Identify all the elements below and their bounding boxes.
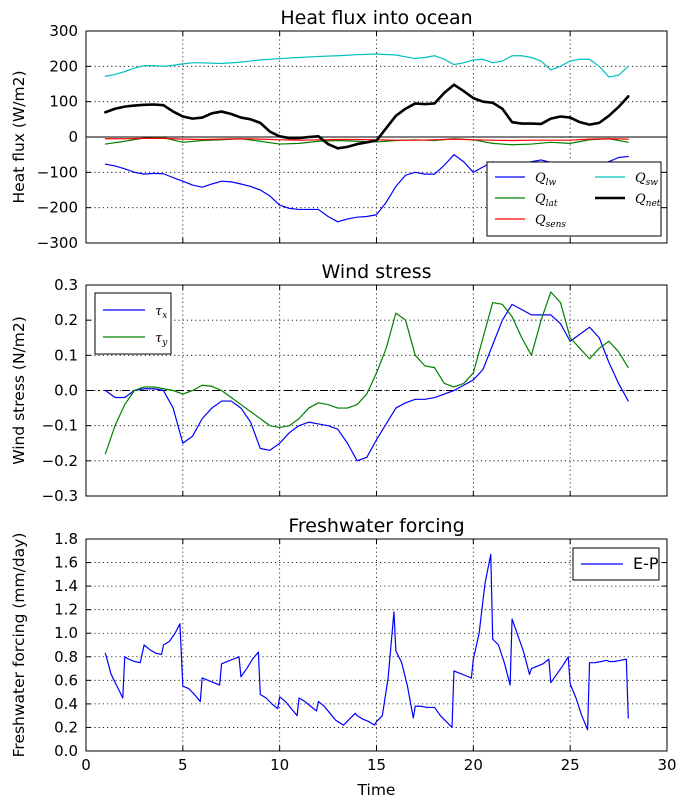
y-tick-label: −0.3 [42, 487, 78, 505]
heat-flux-panel: −300 −200 −100 0 100 200 300 Heat flux into oce… [10, 7, 668, 252]
y-tick-label: 1.4 [54, 577, 78, 595]
freshwater-forcing-panel: 0 5 10 15 20 25 30 0.0 0.2 0.4 0.6 0.8 1.0 1.2 1.4 1.6 1… [10, 515, 677, 799]
y-tick-label: 0.2 [54, 718, 78, 736]
x-axis-label: Time [357, 781, 396, 799]
x-tick-label: 20 [464, 756, 483, 774]
legend-label: Qsw [635, 171, 658, 188]
y-tick-label: 200 [49, 57, 78, 75]
legend-label: Qnet [635, 192, 661, 209]
legend: E-P [572, 547, 660, 581]
legend-box [94, 292, 172, 355]
series-line-q-net [104, 83, 630, 150]
legend-label: Qlat [535, 192, 558, 209]
legend-label: τy [155, 331, 168, 348]
legend-box [486, 161, 662, 237]
legend-label: τx [155, 304, 167, 321]
legend-label: Qlw [535, 171, 557, 188]
y-tick-label: 0.1 [54, 346, 78, 364]
y-tick-label: −100 [37, 163, 78, 181]
y-tick-label: 1.0 [54, 624, 78, 642]
y-tick-label: −0.1 [42, 417, 78, 435]
y-tick-label: 0.2 [54, 311, 78, 329]
series-line-q-sw [104, 53, 629, 78]
y-axis-label: Wind stress (N/m2) [10, 316, 28, 465]
chart-title: Heat flux into ocean [280, 7, 472, 29]
x-tick-label: 10 [270, 756, 289, 774]
y-tick-label: 1.2 [54, 601, 78, 619]
y-axis-label: Freshwater forcing (mm/day) [10, 533, 28, 758]
x-tick-label: 25 [561, 756, 580, 774]
y-tick-label: −0.2 [42, 452, 78, 470]
x-tick-label: 0 [81, 756, 91, 774]
series-line-q-lw [104, 154, 629, 223]
legend: Qlw Qlat Qsens Qsw Qnet [486, 161, 662, 237]
legend-label: E-P [633, 554, 659, 573]
chart-title: Freshwater forcing [288, 515, 464, 537]
y-tick-label: 1.8 [54, 530, 78, 548]
y-tick-label: 0.4 [54, 695, 78, 713]
y-tick-label: −300 [37, 234, 78, 252]
legend: τx τy [94, 292, 172, 355]
series-line-q-sens [104, 137, 629, 142]
y-tick-label: 0.6 [54, 671, 78, 689]
chart-title: Wind stress [321, 261, 431, 283]
series-line-tau-x [104, 303, 629, 462]
x-tick-label: 5 [178, 756, 188, 774]
y-tick-label: 1.6 [54, 554, 78, 572]
x-tick-label: 30 [657, 756, 676, 774]
y-tick-label: 0 [68, 128, 78, 146]
series-line-e-p [104, 553, 629, 731]
y-tick-label: 0.0 [54, 382, 78, 400]
y-axis-label: Heat flux (W/m2) [10, 71, 28, 204]
y-tick-label: 100 [49, 93, 78, 111]
y-tick-label: 300 [49, 22, 78, 40]
y-tick-label: 0.8 [54, 648, 78, 666]
x-tick-label: 15 [367, 756, 386, 774]
y-tick-label: 0.3 [54, 276, 78, 294]
legend-label: Qsens [535, 213, 566, 230]
y-tick-label: −200 [37, 199, 78, 217]
wind-stress-panel: −0.3 −0.2 −0.1 0.0 0.1 0.2 0.3 Wind stress Wind … [10, 261, 668, 505]
series-line-tau-y [104, 291, 629, 455]
y-tick-label: 0.0 [54, 742, 78, 760]
